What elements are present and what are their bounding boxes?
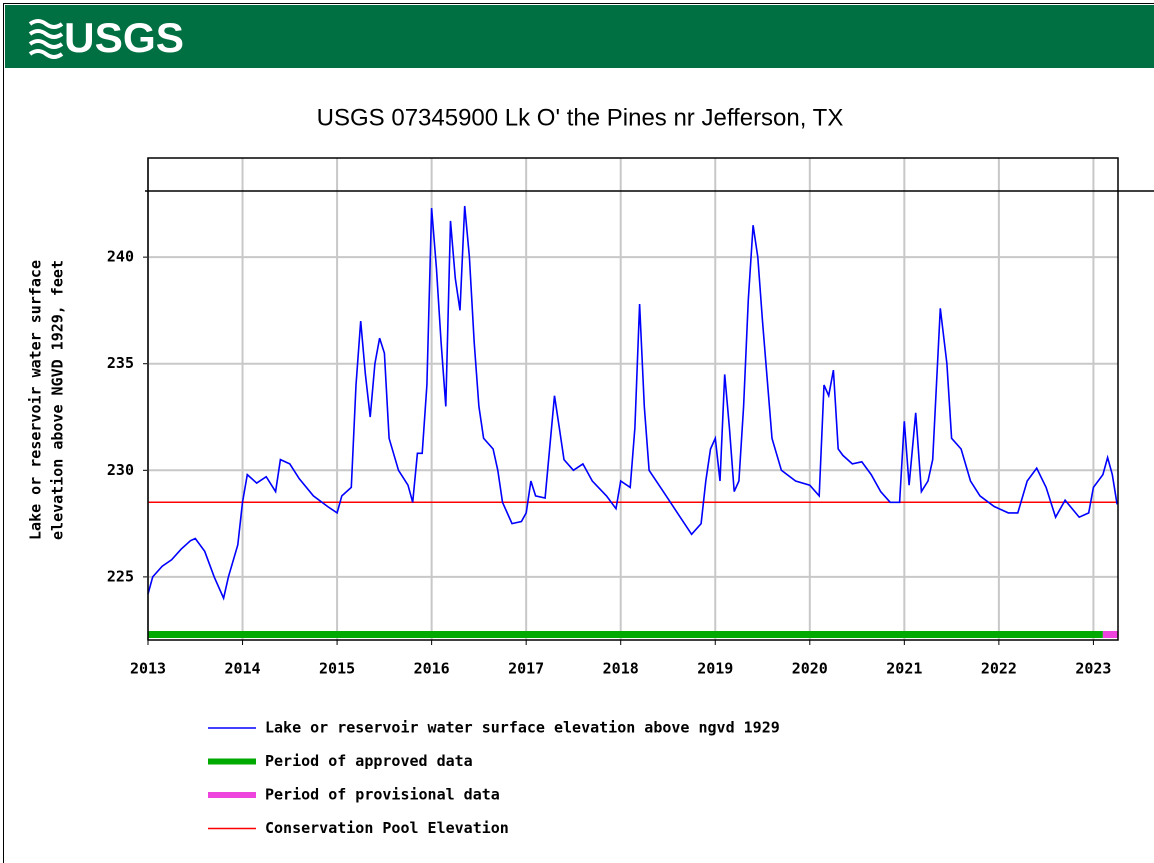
legend-label: Lake or reservoir water surface elevatio… [265,719,780,737]
x-tick-label: 2017 [508,660,544,678]
legend-label: Period of provisional data [265,786,500,804]
frame [3,3,1154,863]
period-bar [148,631,1103,638]
x-tick-label: 2019 [697,660,733,678]
logo-text: USGS [64,14,184,61]
x-tick-label: 2016 [414,660,450,678]
header-bar [5,5,1154,68]
period-bar [1102,631,1118,638]
x-tick-label: 2021 [886,660,922,678]
x-tick-label: 2020 [792,660,828,678]
x-tick-label: 2013 [130,660,166,678]
legend-label: Period of approved data [265,752,473,770]
y-axis-label: Lake or reservoir water surface [27,260,45,540]
x-tick-label: 2015 [319,660,355,678]
x-tick-label: 2018 [603,660,639,678]
plot-border [147,157,1119,641]
data-line [147,205,1118,601]
y-tick-label: 225 [107,567,134,585]
x-tick-label: 2014 [224,660,260,678]
y-axis-label: elevation above NGVD 1929, feet [49,260,67,540]
y-tick-label: 235 [107,354,134,372]
x-tick-label: 2023 [1075,660,1111,678]
y-tick-label: 230 [107,461,134,479]
x-tick-label: 2022 [981,660,1017,678]
logo-icon [28,19,64,59]
legend-label: Conservation Pool Elevation [265,819,509,837]
y-tick-label: 240 [107,248,134,266]
chart-title: USGS 07345900 Lk O' the Pines nr Jeffers… [317,104,844,131]
